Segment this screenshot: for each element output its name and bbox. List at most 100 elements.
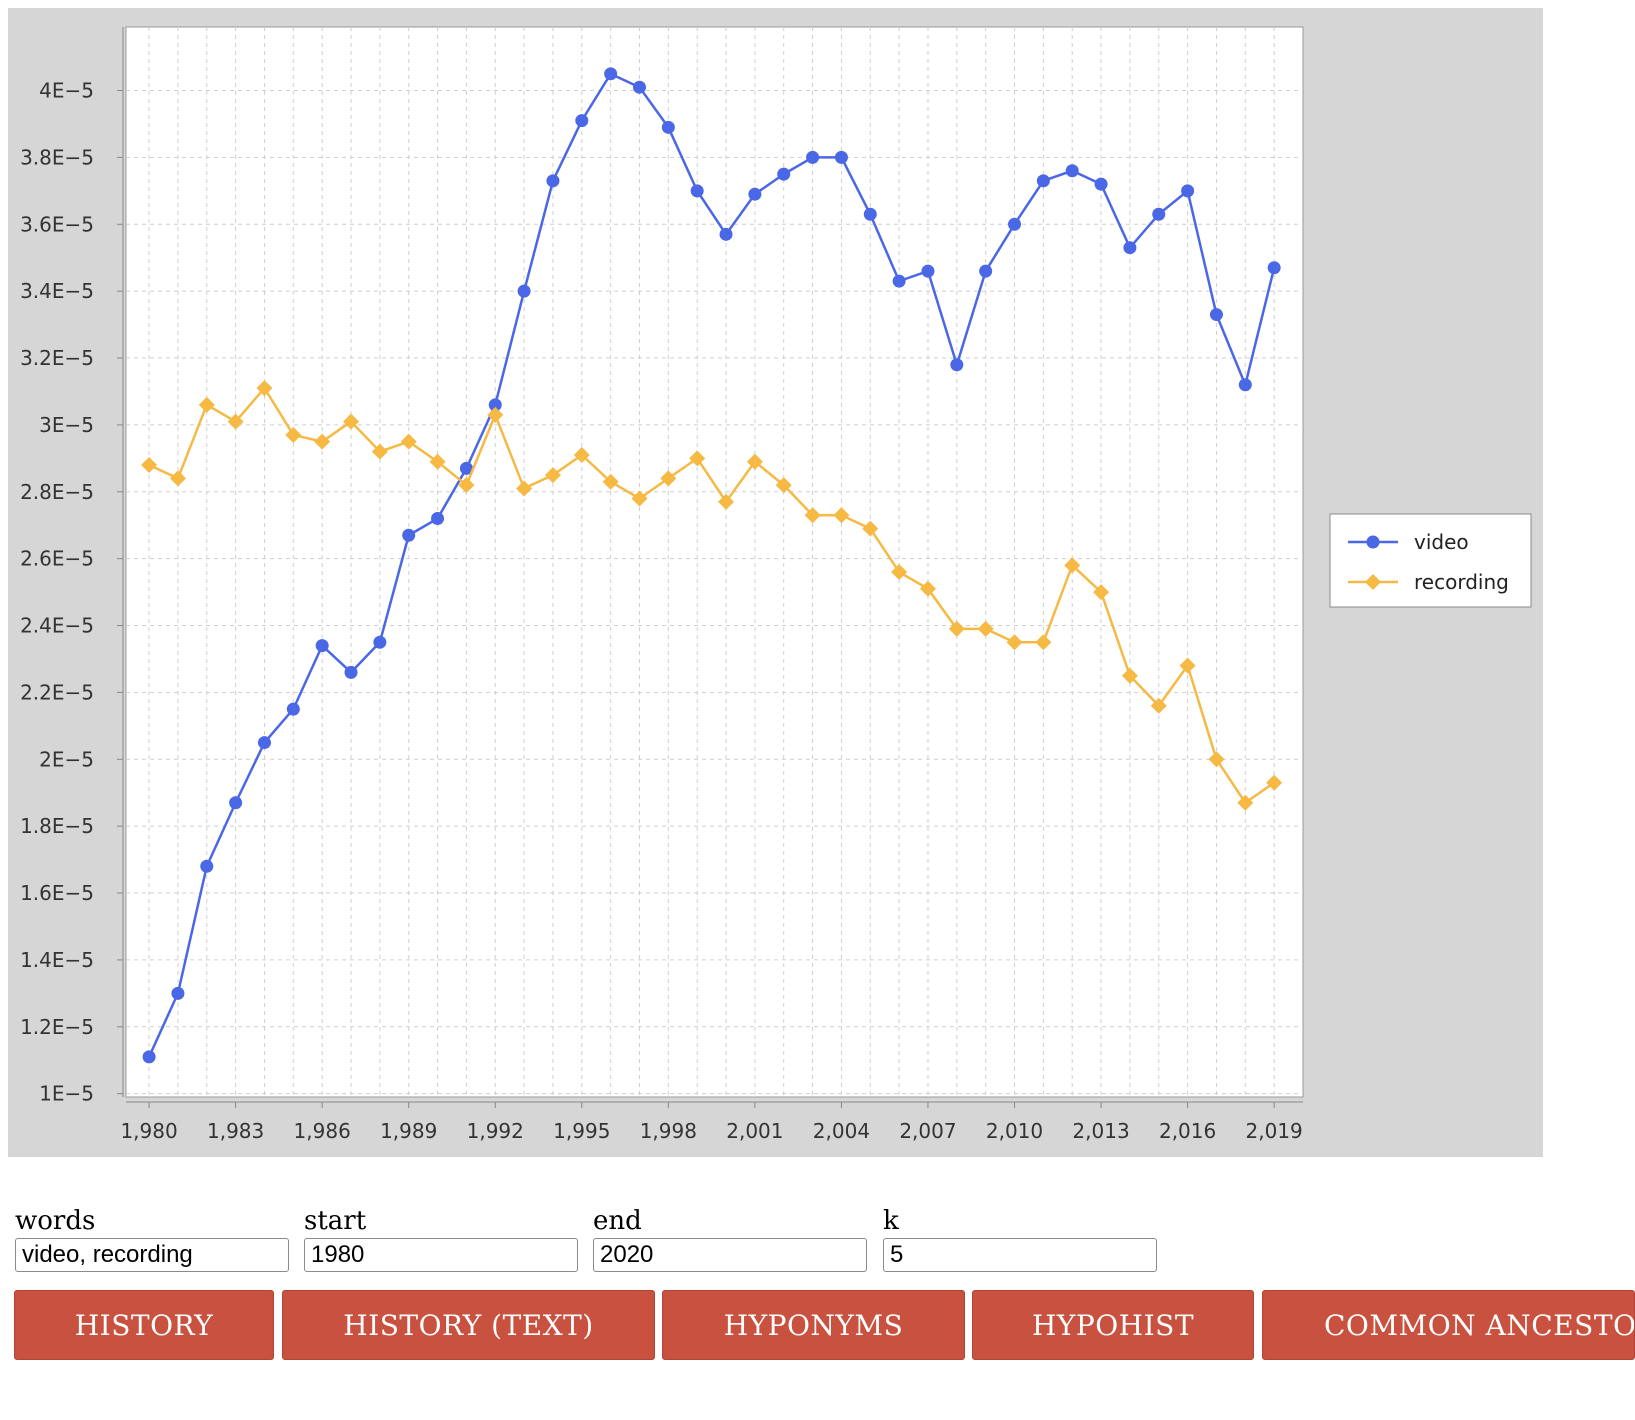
recording-series-line (148, 386, 1275, 805)
recording-point (1064, 557, 1081, 574)
video-point (229, 796, 243, 810)
video-point (1267, 261, 1281, 275)
video-point (632, 80, 646, 94)
recording-point (862, 520, 879, 537)
x-tick-label: 1,983 (207, 1119, 264, 1143)
start-label: start (304, 1206, 367, 1236)
video-point (459, 461, 473, 475)
chart-panel: 1E−5 1.2E−5 1.4E−5 1.6E−5 1.8E−5 2E−5 2.2E−5 2.… (8, 8, 1543, 1157)
hyponyms-button[interactable]: HYPONYMS (662, 1290, 965, 1360)
line-chart: 1E−5 1.2E−5 1.4E−5 1.6E−5 1.8E−5 2E−5 2.2E−5 2.… (20, 26, 1532, 1143)
video-point (1094, 177, 1108, 191)
k-label: k (883, 1206, 899, 1236)
y-tick-label: 3E−5 (39, 413, 94, 437)
start-input[interactable] (304, 1238, 578, 1272)
y-tick-label: 3.2E−5 (20, 346, 94, 370)
recording-point (804, 507, 821, 524)
recording-point (660, 470, 677, 487)
y-tick-label: 2.2E−5 (20, 680, 94, 704)
video-point (286, 702, 300, 716)
y-tick-label: 2.8E−5 (20, 480, 94, 504)
video-point (1123, 241, 1137, 255)
recording-point (1179, 657, 1196, 674)
video-point (402, 528, 416, 542)
recording-point (1150, 697, 1167, 714)
video-point (806, 150, 820, 164)
legend-label-video: video (1414, 530, 1469, 554)
video-point (315, 639, 329, 653)
y-tick-label: 4E−5 (39, 79, 94, 103)
recording-point (1237, 794, 1254, 811)
x-tick-label: 1,998 (640, 1119, 697, 1143)
x-tick-label: 1,980 (120, 1119, 177, 1143)
recording-point (948, 620, 965, 637)
x-tick-label: 2,016 (1159, 1119, 1216, 1143)
recording-point (429, 453, 446, 470)
x-tick-label: 1,995 (553, 1119, 610, 1143)
recording-point (602, 473, 619, 490)
recording-point (689, 450, 706, 467)
video-point (979, 264, 993, 278)
recording-point (285, 426, 302, 443)
history-button[interactable]: HISTORY (14, 1290, 274, 1360)
video-point (777, 167, 791, 181)
video-point (863, 207, 877, 221)
video-point (546, 174, 560, 188)
video-point (1209, 308, 1223, 322)
video-point (604, 67, 618, 81)
video-point (344, 665, 358, 679)
video-point (719, 227, 733, 241)
end-input[interactable] (593, 1238, 867, 1272)
video-point (1152, 207, 1166, 221)
video-point (1065, 164, 1079, 178)
x-tick-label: 1,992 (467, 1119, 524, 1143)
video-point (748, 187, 762, 201)
legend-label-recording: recording (1414, 570, 1509, 594)
recording-point (458, 477, 475, 494)
video-point (142, 1050, 156, 1064)
y-tick-label: 1.4E−5 (20, 948, 94, 972)
recording-point (487, 406, 504, 423)
recording-point (314, 433, 331, 450)
recording-point (746, 453, 763, 470)
video-point (661, 120, 675, 134)
words-input[interactable] (15, 1238, 289, 1272)
recording-point (1121, 667, 1138, 684)
recording-point (1006, 634, 1023, 651)
video-point (690, 184, 704, 198)
recording-point (544, 467, 561, 484)
y-tick-label: 2E−5 (39, 747, 94, 771)
recording-point (891, 564, 908, 581)
recording-point (919, 580, 936, 597)
video-point (1008, 217, 1022, 231)
y-tick-label: 2.6E−5 (20, 547, 94, 571)
recording-point (1035, 634, 1052, 651)
recording-point (198, 396, 215, 413)
recording-point (343, 413, 360, 430)
recording-point (169, 470, 186, 487)
video-point (1036, 174, 1050, 188)
k-input[interactable] (883, 1238, 1157, 1272)
x-tick-label: 2,013 (1072, 1119, 1129, 1143)
recording-point (718, 493, 735, 510)
history-text-button[interactable]: HISTORY (TEXT) (282, 1290, 655, 1360)
hypohist-button[interactable]: HYPOHIST (972, 1290, 1254, 1360)
recording-point (977, 620, 994, 637)
common-ancestors-button[interactable]: COMMON ANCESTORS (1262, 1290, 1635, 1360)
legend-marker-video (1366, 535, 1380, 549)
recording-point (371, 443, 388, 460)
video-point (517, 284, 531, 298)
recording-point (573, 447, 590, 463)
y-tick-label: 1.6E−5 (20, 881, 94, 905)
video-point (373, 635, 387, 649)
recording-point (631, 490, 648, 507)
end-label: end (593, 1206, 642, 1236)
legend-marker-recording (1365, 574, 1381, 590)
y-tick-label: 1.8E−5 (20, 814, 94, 838)
video-point (431, 512, 445, 526)
plot-area (125, 26, 1304, 1098)
x-tick-label: 1,989 (380, 1119, 437, 1143)
y-tick-label: 2.4E−5 (20, 614, 94, 638)
video-point (892, 274, 906, 288)
video-point (921, 264, 935, 278)
